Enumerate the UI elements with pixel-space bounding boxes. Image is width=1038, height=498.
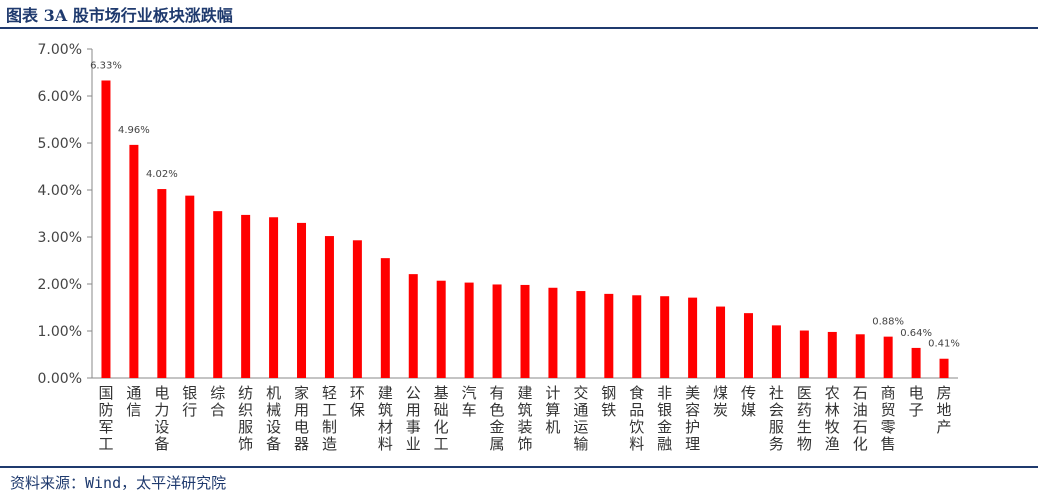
data-label: 6.33% (90, 60, 122, 71)
category-label: 环保 (350, 384, 365, 419)
bar (632, 295, 642, 378)
bar (101, 80, 111, 379)
category-label: 公用事业 (406, 384, 421, 453)
category-label: 医药生物 (797, 384, 812, 453)
bar (408, 274, 418, 378)
bar (771, 325, 781, 378)
category-label: 石油石化 (853, 384, 868, 453)
bar (688, 297, 698, 378)
data-label: 4.96% (118, 125, 150, 136)
category-label: 综合 (210, 384, 225, 419)
bars (101, 80, 949, 379)
category-labels: 国防军工通信电力设备银行综合纺织服饰机械设备家用电器轻工制造环保建筑材料公用事业… (98, 384, 951, 453)
category-label: 电子 (909, 384, 924, 419)
bar (548, 287, 558, 378)
category-label: 建筑装饰 (517, 384, 532, 453)
bar (129, 144, 139, 378)
bar (576, 291, 586, 378)
bar (241, 214, 251, 378)
bar (604, 293, 614, 378)
bar (939, 358, 949, 378)
data-label: 0.88% (872, 317, 904, 328)
category-label: 通信 (126, 384, 141, 419)
category-label: 煤炭 (713, 384, 728, 419)
bar (827, 331, 837, 378)
y-axis: 0.00% 1.00% 2.00% 3.00% 4.00% 5.00% 6.00% 7.00% (38, 42, 93, 387)
category-label: 商贸零售 (881, 384, 896, 453)
bar (380, 258, 390, 378)
bar (157, 189, 167, 378)
category-label: 房地产 (937, 384, 952, 436)
source-note: 资料来源：Wind，太平洋研究院 (10, 474, 227, 492)
category-label: 银行 (182, 384, 197, 419)
bar (436, 280, 446, 378)
bar-chart: 0.00% 1.00% 2.00% 3.00% 4.00% 5.00% 6.00% 7.00%… (38, 42, 960, 453)
y-tick-label: 1.00% (38, 324, 82, 340)
y-tick-label: 3.00% (38, 230, 82, 246)
category-label: 农林牧渔 (825, 384, 840, 453)
bar (716, 306, 726, 378)
category-label: 电力设备 (154, 384, 169, 453)
data-label: 0.41% (928, 339, 960, 350)
category-label: 钢铁 (601, 384, 616, 419)
data-label: 4.02% (146, 169, 178, 180)
footer-divider (0, 466, 1038, 468)
data-label: 0.64% (900, 328, 932, 339)
bar (352, 240, 362, 378)
data-labels: 6.33% 4.96% 4.02% 0.88%0.64%0.41% (90, 60, 960, 349)
category-label: 食品饮料 (629, 384, 644, 453)
bar (660, 296, 670, 378)
category-label: 有色金属 (490, 384, 505, 453)
category-label: 社会服务 (769, 384, 784, 453)
category-label: 美容护理 (685, 384, 700, 453)
y-tick-label: 2.00% (38, 277, 82, 293)
bar (185, 195, 195, 378)
bar (799, 330, 809, 378)
bar (324, 236, 334, 378)
bar (213, 211, 223, 378)
y-tick-label: 0.00% (38, 371, 82, 387)
y-tick-label: 7.00% (38, 42, 82, 58)
category-label: 国防军工 (98, 384, 113, 453)
bar (464, 282, 474, 378)
category-label: 非银金融 (657, 384, 672, 453)
category-label: 传媒 (741, 384, 756, 419)
bar (520, 284, 530, 378)
bar (492, 284, 502, 378)
category-label: 交通运输 (573, 384, 588, 453)
category-label: 家用电器 (294, 384, 309, 453)
bar (883, 336, 893, 378)
category-label: 汽车 (462, 384, 477, 419)
figure-title: 图表 3A 股市场行业板块涨跌幅 (6, 6, 233, 25)
title-divider (0, 27, 1038, 29)
bar (911, 347, 921, 378)
y-tick-label: 5.00% (38, 136, 82, 152)
bar (855, 334, 865, 378)
category-label: 建筑材料 (378, 384, 393, 453)
bar (743, 313, 753, 378)
category-label: 基础化工 (434, 384, 449, 453)
y-tick-label: 6.00% (38, 89, 82, 105)
y-tick-label: 4.00% (38, 183, 82, 199)
bar (269, 217, 279, 378)
category-label: 纺织服饰 (238, 384, 253, 453)
bar (297, 222, 307, 378)
category-label: 计算机 (545, 384, 560, 436)
category-label: 轻工制造 (322, 384, 337, 453)
category-label: 机械设备 (266, 384, 281, 453)
